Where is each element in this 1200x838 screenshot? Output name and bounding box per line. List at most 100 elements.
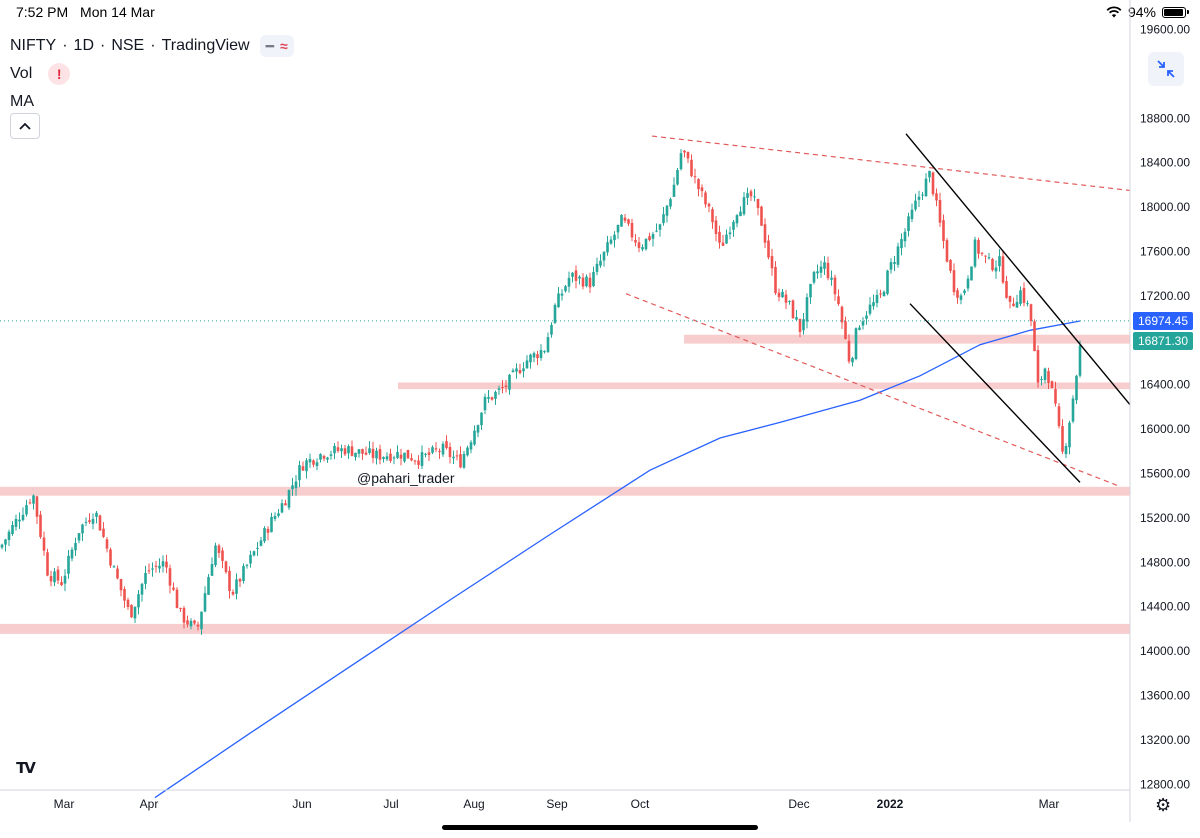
fullscreen-toggle-button[interactable] bbox=[1148, 52, 1184, 86]
gear-icon[interactable]: ⚙ bbox=[1155, 795, 1172, 815]
candle-body bbox=[1012, 303, 1015, 307]
candle-body bbox=[896, 246, 900, 265]
candle-body bbox=[203, 593, 207, 612]
indicator-ma-row[interactable]: MA bbox=[10, 88, 294, 116]
y-tick-label: 17600.00 bbox=[1140, 245, 1190, 259]
candle-body bbox=[312, 460, 315, 465]
support-zone bbox=[0, 486, 1130, 496]
candle-body bbox=[406, 449, 410, 459]
warning-icon[interactable]: ! bbox=[48, 63, 71, 85]
candle-body bbox=[154, 565, 158, 567]
candle-body bbox=[144, 572, 147, 584]
support-zone bbox=[398, 382, 1130, 390]
candle-body bbox=[438, 450, 441, 452]
candle-body bbox=[571, 272, 574, 277]
dashed-trendline bbox=[651, 135, 1131, 192]
candle-body bbox=[858, 327, 861, 330]
candle-body bbox=[830, 277, 833, 280]
candle-body bbox=[67, 555, 70, 574]
candle-body bbox=[844, 321, 847, 340]
candle-body bbox=[319, 453, 322, 460]
wave-icon: ≈ bbox=[280, 38, 288, 54]
candle-body bbox=[553, 304, 557, 323]
candle-body bbox=[1064, 445, 1068, 455]
candle-body bbox=[543, 351, 546, 353]
candle-body bbox=[448, 446, 452, 458]
moving-average-line bbox=[154, 320, 1081, 799]
y-tick-label: 16000.00 bbox=[1140, 422, 1190, 436]
candle-body bbox=[501, 387, 504, 389]
candle-body bbox=[112, 566, 116, 568]
candle-body bbox=[781, 291, 784, 298]
candles-layer bbox=[0, 149, 1082, 635]
candle-body bbox=[574, 270, 578, 281]
candle-body bbox=[956, 290, 959, 298]
candle-body bbox=[784, 294, 788, 303]
candle-body bbox=[1019, 290, 1022, 304]
exchange-label: NSE bbox=[111, 37, 145, 54]
tradingview-logo-icon[interactable]: TV bbox=[16, 759, 36, 777]
candle-body bbox=[133, 606, 137, 619]
candle-body bbox=[613, 234, 616, 241]
candle-body bbox=[266, 528, 270, 533]
candle-body bbox=[298, 465, 301, 481]
symbol-row[interactable]: NIFTY · 1D · NSE · TradingView ━ ≈ bbox=[10, 32, 294, 60]
channel-trendline bbox=[905, 133, 1131, 406]
x-tick-label: Jun bbox=[292, 797, 311, 811]
indicator-vol-row[interactable]: Vol ! bbox=[10, 60, 294, 88]
candle-body bbox=[753, 196, 756, 198]
candle-body bbox=[816, 271, 819, 274]
candle-body bbox=[140, 583, 144, 595]
candle-body bbox=[74, 542, 77, 551]
candle-body bbox=[1071, 398, 1075, 422]
legend-toggle-pill[interactable]: ━ ≈ bbox=[259, 35, 294, 57]
candle-body bbox=[847, 340, 851, 362]
candle-body bbox=[165, 561, 168, 568]
candle-body bbox=[410, 458, 413, 461]
candle-body bbox=[385, 456, 389, 460]
trendlines-layer bbox=[625, 133, 1131, 487]
collapse-legend-button[interactable] bbox=[10, 113, 40, 139]
candle-body bbox=[490, 397, 494, 400]
candle-body bbox=[665, 205, 669, 216]
candle-body bbox=[259, 540, 263, 546]
candle-body bbox=[252, 551, 256, 556]
candle-body bbox=[686, 151, 690, 159]
y-tick-label: 14800.00 bbox=[1140, 555, 1190, 569]
candle-body bbox=[231, 591, 235, 595]
candle-body bbox=[581, 277, 585, 287]
candle-body bbox=[924, 178, 928, 197]
candle-body bbox=[770, 256, 774, 269]
candle-body bbox=[935, 193, 938, 201]
candle-body bbox=[336, 447, 340, 451]
candle-body bbox=[875, 294, 879, 304]
candle-body bbox=[868, 304, 872, 314]
candle-body bbox=[25, 505, 28, 515]
candle-body bbox=[704, 192, 707, 205]
candle-body bbox=[637, 242, 641, 248]
candle-body bbox=[18, 519, 21, 522]
candle-body bbox=[588, 277, 592, 288]
candle-body bbox=[774, 266, 777, 294]
candle-body bbox=[592, 271, 595, 287]
indicator-ma-label: MA bbox=[10, 93, 34, 110]
candle-body bbox=[56, 569, 60, 581]
candle-body bbox=[354, 452, 357, 458]
candle-body bbox=[669, 199, 672, 207]
candle-body bbox=[823, 262, 826, 269]
candle-body bbox=[893, 262, 896, 264]
candle-body bbox=[427, 452, 431, 455]
candle-body bbox=[35, 496, 39, 517]
candle-body bbox=[578, 276, 581, 279]
candle-body bbox=[123, 589, 126, 601]
candle-body bbox=[984, 255, 987, 257]
y-tick-label: 13600.00 bbox=[1140, 689, 1190, 703]
candle-body bbox=[616, 224, 620, 233]
symbol-info[interactable]: NIFTY · 1D · NSE · TradingView bbox=[10, 37, 250, 54]
candle-body bbox=[1005, 281, 1008, 298]
candle-body bbox=[4, 539, 7, 545]
candle-body bbox=[1015, 301, 1019, 308]
candle-body bbox=[109, 549, 112, 566]
support-zone bbox=[684, 334, 1130, 344]
